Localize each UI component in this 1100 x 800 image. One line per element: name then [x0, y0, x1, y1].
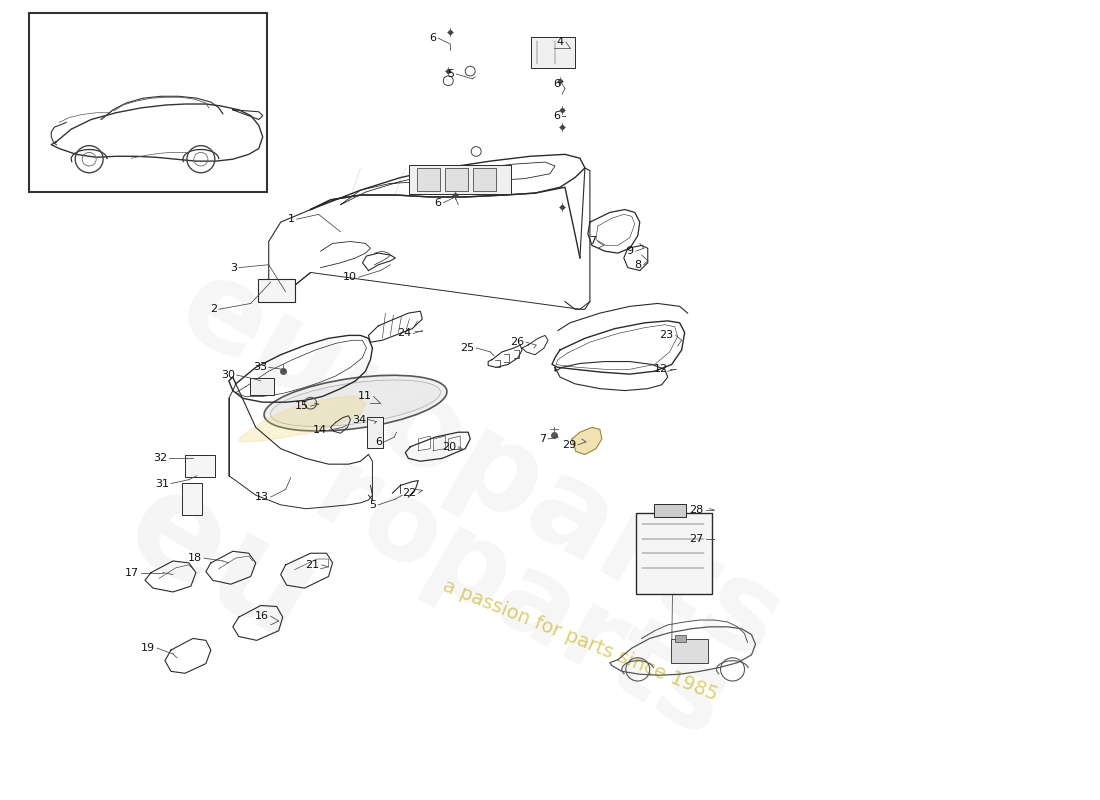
FancyBboxPatch shape — [30, 13, 266, 192]
Text: 16: 16 — [255, 611, 268, 621]
Text: 6: 6 — [553, 78, 560, 89]
FancyBboxPatch shape — [671, 639, 707, 662]
FancyBboxPatch shape — [367, 417, 384, 448]
Text: 19: 19 — [141, 643, 155, 653]
Polygon shape — [239, 396, 365, 442]
Text: 6: 6 — [553, 110, 560, 121]
Text: 15: 15 — [295, 401, 309, 411]
Text: 28: 28 — [690, 505, 704, 514]
Text: 1: 1 — [287, 214, 295, 224]
FancyBboxPatch shape — [653, 504, 685, 518]
Text: 5: 5 — [370, 500, 376, 510]
Text: 20: 20 — [442, 442, 456, 452]
Text: 29: 29 — [562, 440, 576, 450]
Text: 5: 5 — [448, 69, 454, 79]
FancyBboxPatch shape — [250, 378, 274, 395]
FancyBboxPatch shape — [257, 279, 295, 302]
Polygon shape — [572, 427, 602, 454]
Text: 25: 25 — [460, 343, 474, 353]
Text: 7: 7 — [539, 434, 546, 444]
Text: 24: 24 — [397, 329, 411, 338]
Text: 2: 2 — [210, 304, 217, 314]
Text: 17: 17 — [125, 567, 139, 578]
FancyBboxPatch shape — [409, 165, 512, 194]
Text: 34: 34 — [352, 414, 366, 425]
FancyBboxPatch shape — [417, 168, 440, 190]
Text: 9: 9 — [627, 246, 634, 256]
Text: 12: 12 — [653, 364, 668, 374]
Text: 18: 18 — [188, 553, 202, 563]
FancyBboxPatch shape — [473, 168, 496, 190]
Text: europarts: europarts — [158, 246, 802, 686]
FancyBboxPatch shape — [636, 513, 712, 594]
Text: 23: 23 — [660, 330, 673, 341]
Text: roparts: roparts — [294, 440, 746, 763]
Text: 6: 6 — [375, 437, 383, 447]
Text: 30: 30 — [221, 370, 234, 380]
FancyBboxPatch shape — [182, 482, 202, 515]
Text: 14: 14 — [312, 426, 327, 435]
Ellipse shape — [264, 375, 447, 431]
FancyBboxPatch shape — [531, 38, 575, 68]
Text: 31: 31 — [155, 478, 169, 489]
Text: 8: 8 — [635, 260, 641, 270]
Text: 26: 26 — [510, 337, 524, 347]
Text: eu: eu — [103, 456, 338, 670]
Text: 4: 4 — [557, 37, 564, 47]
Text: 10: 10 — [342, 272, 356, 282]
Text: 32: 32 — [153, 454, 167, 463]
Text: 11: 11 — [358, 391, 372, 402]
Text: 27: 27 — [690, 534, 704, 544]
FancyBboxPatch shape — [444, 168, 468, 190]
Ellipse shape — [271, 380, 440, 426]
FancyBboxPatch shape — [675, 635, 686, 642]
Text: 3: 3 — [230, 262, 236, 273]
Text: a passion for parts since 1985: a passion for parts since 1985 — [440, 576, 720, 705]
FancyBboxPatch shape — [185, 455, 214, 477]
Text: 6: 6 — [434, 198, 441, 208]
Text: 6: 6 — [429, 33, 437, 43]
Text: 21: 21 — [306, 560, 320, 570]
Text: 7: 7 — [588, 237, 596, 246]
Text: 22: 22 — [403, 488, 416, 498]
Text: 33: 33 — [253, 362, 266, 372]
Text: 13: 13 — [255, 492, 268, 502]
